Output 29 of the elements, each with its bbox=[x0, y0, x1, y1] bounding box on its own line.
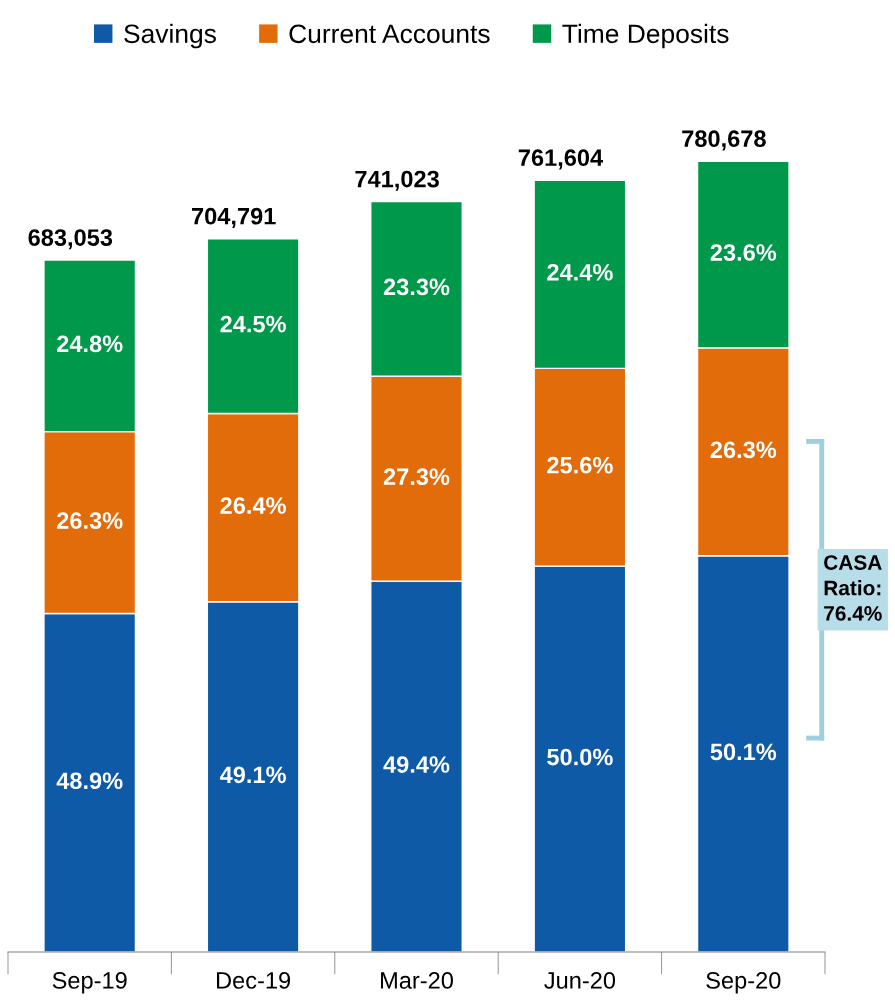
annotation: 27.3% bbox=[383, 468, 450, 486]
x-tick-label: Jun-20 bbox=[544, 972, 616, 989]
annotation: 24.5% bbox=[220, 315, 286, 333]
annotation: 48.9% bbox=[56, 772, 123, 790]
x-tick-label: Dec-19 bbox=[216, 972, 291, 989]
legend-label: Time Deposits bbox=[562, 23, 729, 49]
annotation: 24.4% bbox=[547, 263, 613, 281]
legend-label: Current Accounts bbox=[289, 24, 490, 44]
legend-label: Savings bbox=[124, 23, 216, 49]
annotation: 24.8% bbox=[57, 335, 123, 353]
x-tick-label: Sep-19 bbox=[52, 972, 127, 994]
annotation: 23.6% bbox=[710, 244, 777, 261]
annotation: 26.4% bbox=[220, 497, 286, 514]
annotation: 683,053 bbox=[28, 229, 113, 250]
annotation: 50.1% bbox=[710, 743, 777, 761]
annotation: 25.6% bbox=[547, 456, 613, 474]
annotation: 26.3% bbox=[57, 512, 123, 529]
annotation: 741,023 bbox=[355, 170, 439, 191]
annotation: 50.0% bbox=[547, 748, 613, 766]
annotation: 49.1% bbox=[219, 766, 286, 784]
x-tick-label: Sep-20 bbox=[706, 972, 781, 994]
annotation: 26.3% bbox=[710, 441, 777, 459]
annotation: 49.4% bbox=[383, 756, 450, 773]
text: 780,678 bbox=[682, 130, 766, 151]
annotation: 23.3% bbox=[383, 278, 450, 296]
annotation: 704,791 bbox=[192, 207, 276, 228]
annotation: 761,604 bbox=[518, 149, 604, 170]
x-tick-label: Mar-20 bbox=[381, 972, 453, 989]
annotation: CASA Ratio: 76.4% bbox=[824, 555, 882, 621]
